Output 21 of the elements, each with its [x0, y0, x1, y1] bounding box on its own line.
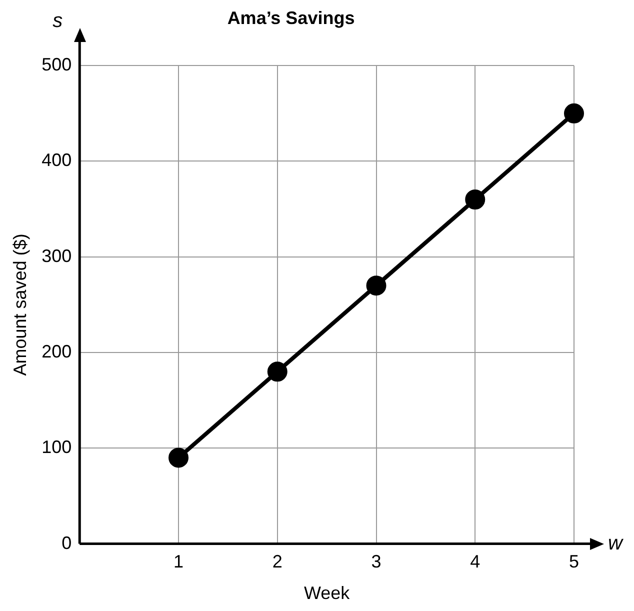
point: [366, 276, 386, 296]
x-tick-label: 1: [174, 552, 184, 572]
y-tick-label: 100: [42, 437, 72, 458]
point: [465, 189, 486, 210]
y-tick-label: 300: [42, 246, 72, 266]
x-axis-title: Week: [304, 583, 351, 604]
point: [564, 103, 584, 124]
y-tick-label: 0: [62, 532, 72, 553]
y-tick-label: 500: [42, 54, 72, 75]
x-tick-label: 4: [470, 552, 480, 572]
text: s: [52, 10, 63, 32]
y-axis-title: Amount saved ($): [10, 234, 30, 376]
y-tick-label: 400: [42, 150, 72, 170]
point: [168, 448, 189, 468]
y-tick-label: 200: [42, 341, 72, 362]
x-tick-label: 2: [272, 552, 282, 572]
x-tick-label: 3: [371, 552, 382, 572]
point: [267, 362, 288, 382]
text: w: [608, 532, 624, 554]
x-tick-label: 5: [568, 552, 580, 572]
chart-title: Ama’s Savings: [227, 8, 355, 28]
